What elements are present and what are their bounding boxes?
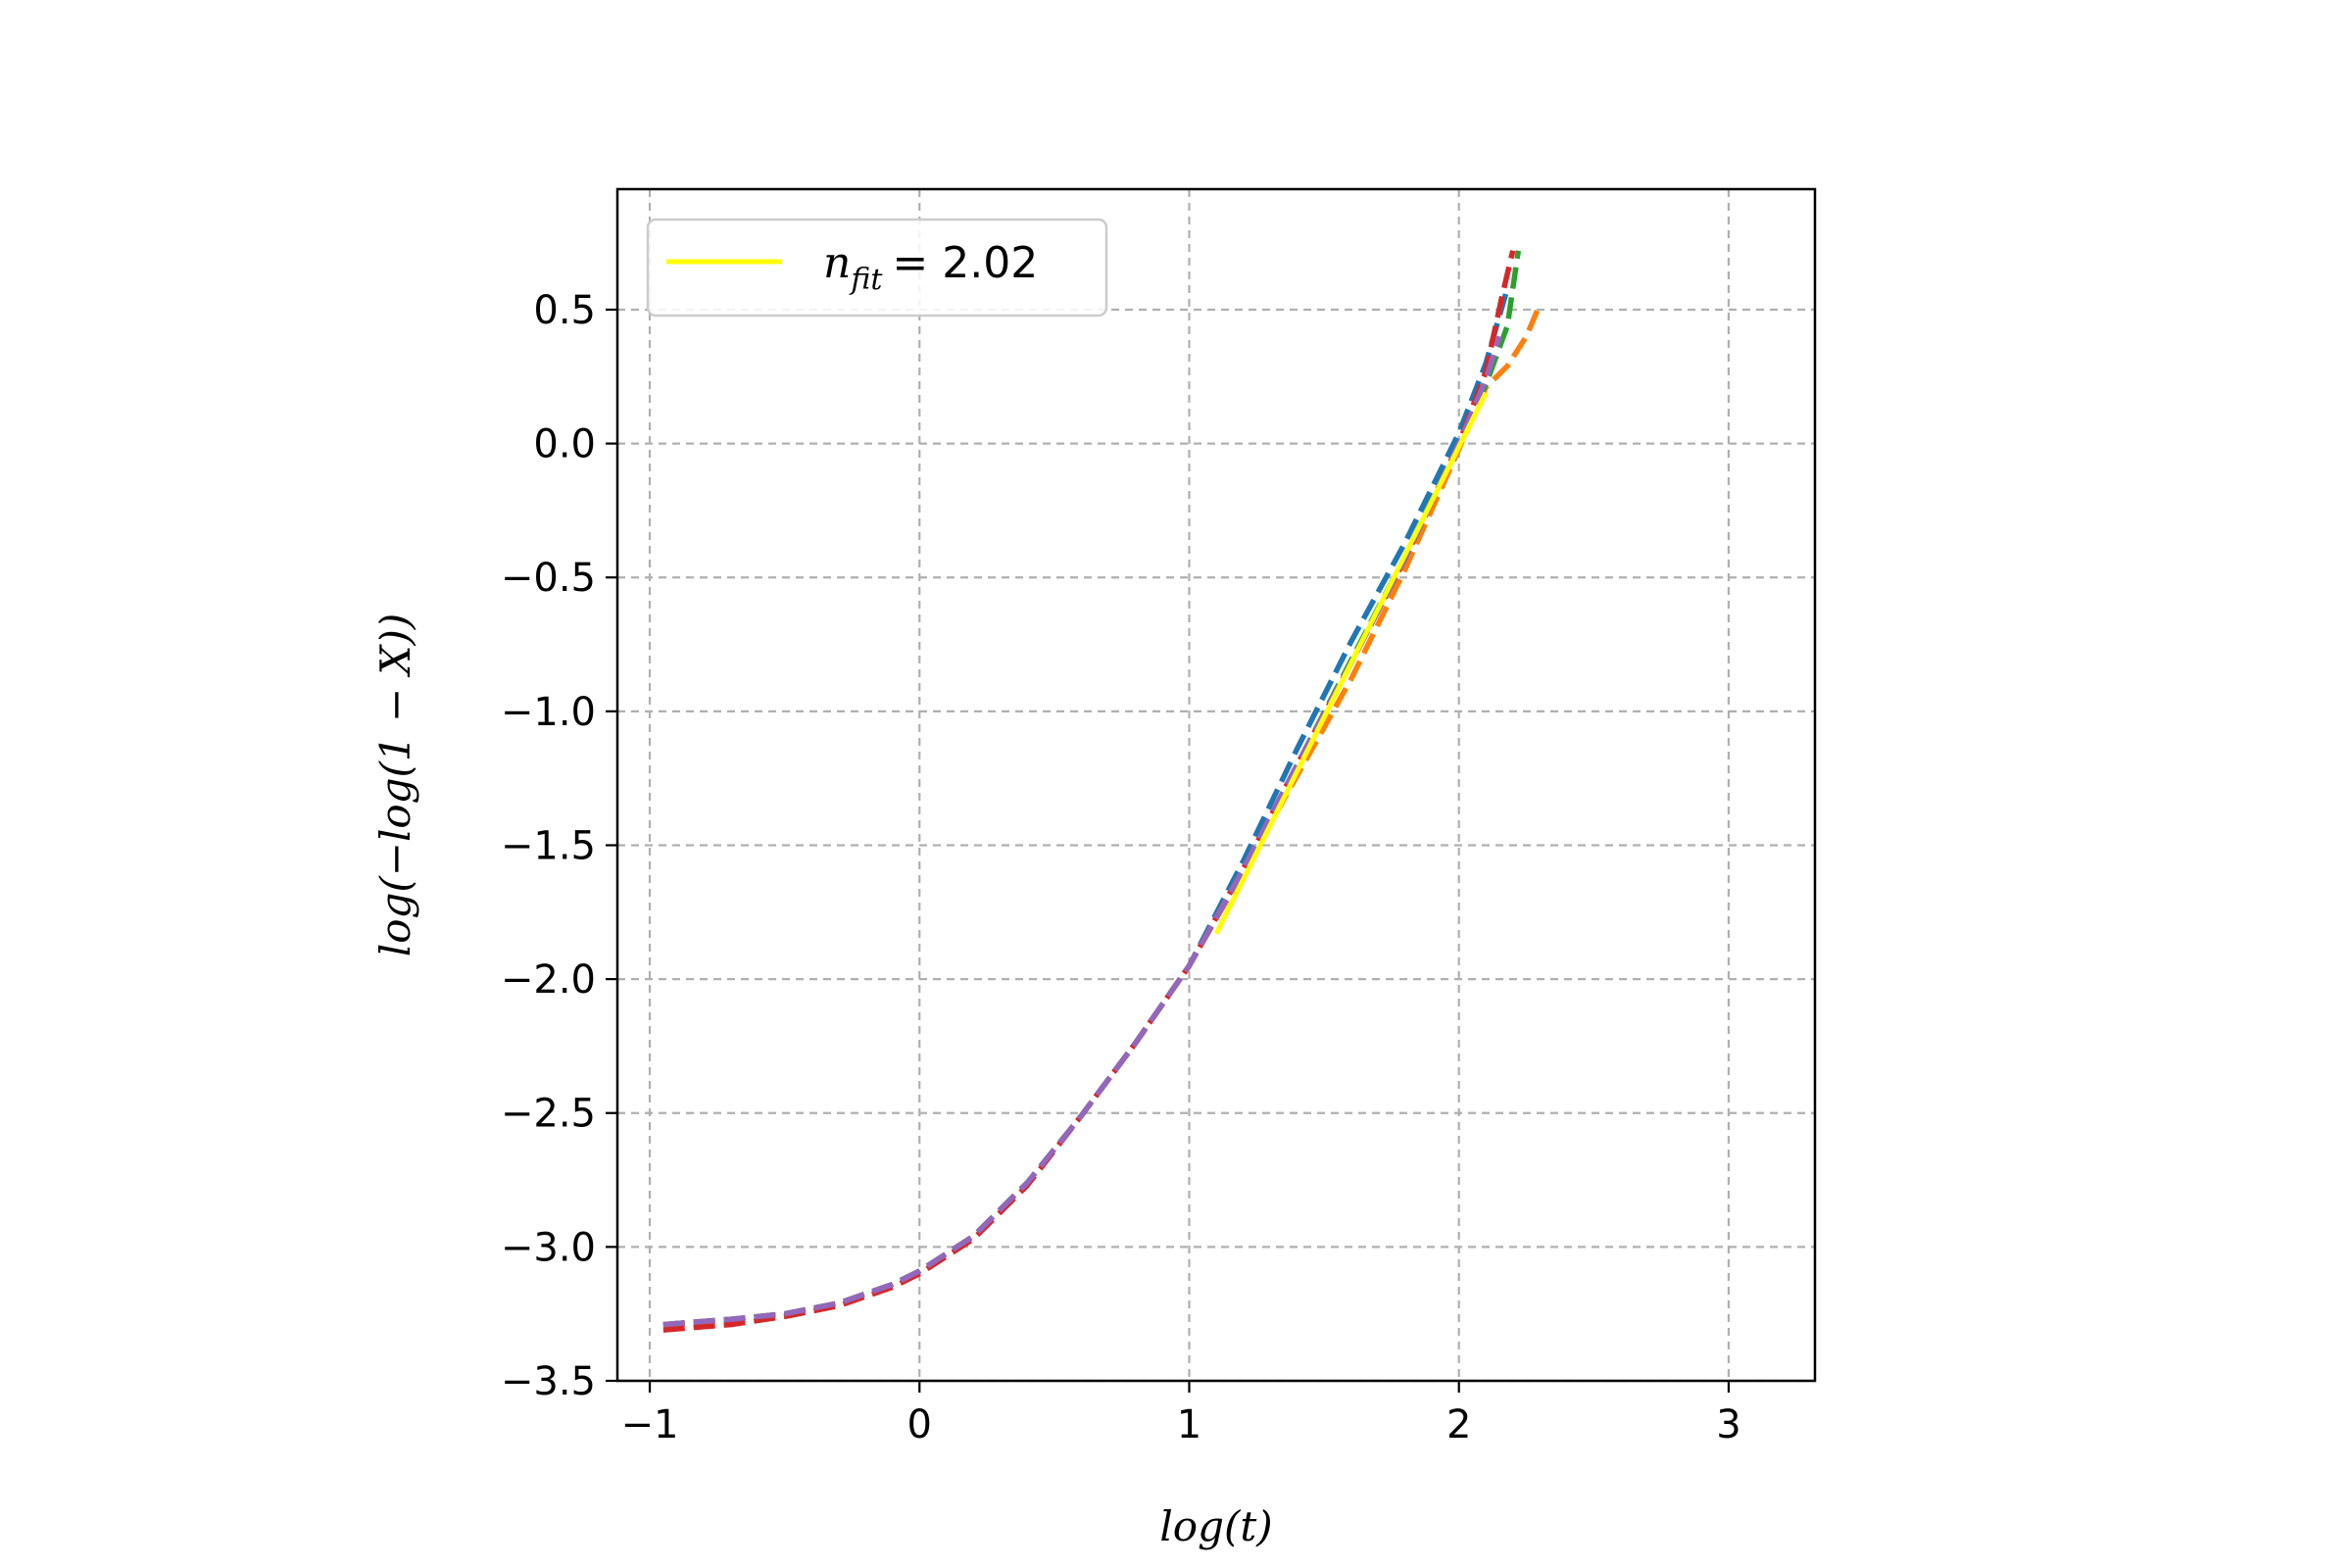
y-tick-label: −2.5 [501, 1092, 596, 1137]
legend-label-fit: nfit = 2.02 [823, 238, 1038, 297]
tick-labels: −1 0 1 2 3 0.5 0.0 −0.5 −1.0 −1.5 −2.0 −2.5 −3.0 −3.5 [501, 288, 1741, 1447]
y-tick-label: −1.0 [501, 690, 596, 735]
y-tick-label: −3.5 [501, 1359, 596, 1404]
x-tick-label: 1 [1177, 1402, 1201, 1447]
plot-frame [615, 187, 1817, 1383]
y-tick-label: 0.5 [533, 288, 596, 333]
x-tick-label: 2 [1446, 1402, 1471, 1447]
legend-symbol: n [823, 238, 851, 288]
y-tick-label: −2.0 [501, 957, 596, 1003]
x-tick-label: 3 [1716, 1402, 1740, 1447]
x-tick-label: 0 [907, 1402, 932, 1447]
series-line-fit [1213, 391, 1489, 935]
series-group [662, 250, 1543, 1333]
legend-subscript: fit [849, 263, 883, 297]
y-tick-label: −3.0 [501, 1225, 596, 1270]
y-tick-label: −1.5 [501, 823, 596, 868]
x-tick-label: −1 [621, 1402, 679, 1447]
y-tick-label: 0.0 [533, 422, 596, 467]
y-axis-label: log(−log(1 − X)) [371, 613, 419, 956]
ticks [606, 308, 1731, 1393]
y-tick-label: −0.5 [501, 556, 596, 601]
legend-value: = 2.02 [892, 238, 1038, 288]
x-axis-label: log(t) [1159, 1502, 1272, 1550]
legend: nfit = 2.02 [646, 218, 1108, 318]
legend-box [646, 218, 1108, 318]
